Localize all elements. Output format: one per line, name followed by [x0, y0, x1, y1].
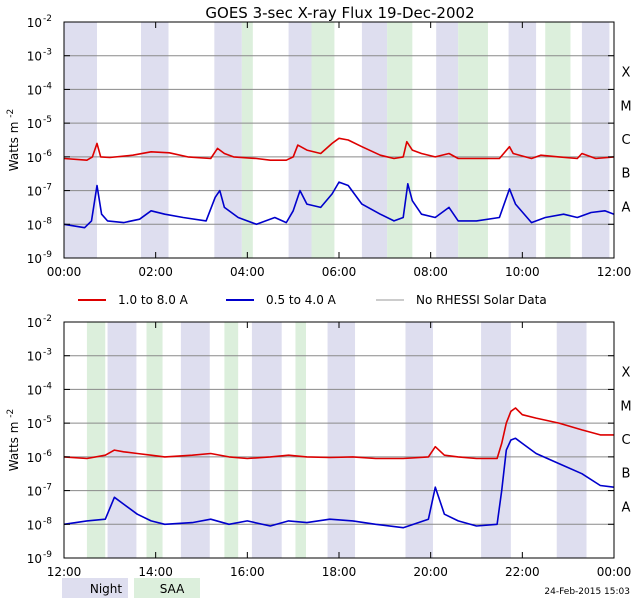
saa-band	[241, 22, 253, 258]
xtick-label: 14:00	[138, 565, 173, 579]
flare-class-label: C	[621, 133, 630, 148]
night-band	[288, 22, 312, 258]
xtick-label: 02:00	[138, 265, 173, 279]
ytick-label: 10	[27, 83, 42, 97]
saa-swatch	[134, 578, 200, 598]
yaxis-label: Watts m -2	[6, 409, 21, 471]
xtick-label: 10:00	[505, 265, 540, 279]
ytick-exponent: -9	[43, 550, 52, 560]
flare-class-label: B	[622, 467, 631, 482]
footer-date: 24-Feb-2015 15:03	[544, 587, 630, 597]
saa-band	[545, 22, 571, 258]
night-band	[107, 322, 137, 558]
ytick-label: 10	[27, 151, 42, 165]
flare-class-label: M	[620, 99, 631, 114]
top-panel: 10-910-810-710-610-510-410-310 -200:00 02:…	[6, 14, 632, 279]
ytick-exponent: -7	[43, 183, 52, 193]
saa-band	[311, 22, 335, 258]
night-label: Night	[90, 582, 123, 596]
flare-class-label: X	[622, 66, 631, 81]
ytick-label: 10	[27, 451, 42, 465]
ytick-label: 10	[27, 383, 42, 397]
legend-nodata-label: No RHESSI Solar Data	[416, 293, 547, 307]
night-band	[436, 22, 459, 258]
saa-band	[295, 322, 306, 558]
flare-class-label: M	[620, 399, 631, 414]
xtick-label: 00:00	[47, 265, 82, 279]
night-swatch	[62, 578, 128, 598]
ytick-exponent: -6	[43, 449, 52, 459]
series-line	[63, 181, 615, 229]
night-band	[214, 22, 242, 258]
ytick-label: 10	[27, 485, 42, 499]
ytick-label: 10	[27, 117, 42, 131]
legend-long-label: 1.0 to 8.0 A	[118, 293, 189, 307]
xtick-label: 16:00	[230, 565, 265, 579]
ytick-label: 10	[27, 518, 42, 532]
ytick-exponent: -4	[43, 81, 52, 91]
chart-title: GOES 3-sec X-ray Flux 19-Dec-2002	[205, 4, 474, 22]
night-band	[251, 322, 282, 558]
ytick-exponent: -4	[43, 381, 52, 391]
xtick-label: 22:00	[505, 565, 540, 579]
ytick-exponent: -8	[43, 516, 52, 526]
ytick-label: 10	[27, 185, 42, 199]
ytick-exponent: -2	[43, 14, 52, 24]
series-line	[63, 407, 614, 460]
night-band	[481, 322, 511, 558]
xtick-label: 12:00	[47, 565, 82, 579]
night-band	[327, 322, 356, 558]
flare-class-label: A	[622, 500, 631, 515]
ytick-label: 10	[27, 252, 42, 266]
night-band	[361, 22, 388, 258]
flare-class-label: A	[622, 200, 631, 215]
night-band	[581, 22, 610, 258]
xtick-label: 00:00	[597, 565, 632, 579]
saa-band	[86, 322, 106, 558]
xtick-label: 20:00	[413, 565, 448, 579]
ytick-exponent: -3	[43, 348, 52, 358]
night-saa-legend: Night SAA	[62, 578, 200, 598]
ytick-exponent: -6	[43, 149, 52, 159]
ytick-label: 10	[27, 218, 42, 232]
series-line	[63, 137, 615, 161]
night-band	[180, 322, 210, 558]
night-band	[556, 322, 587, 558]
ytick-exponent: -5	[43, 415, 52, 425]
flare-class-label: C	[621, 433, 630, 448]
saa-band	[458, 22, 488, 258]
xtick-label: 18:00	[322, 565, 357, 579]
xtick-label: 12:00	[597, 265, 632, 279]
bottom-panel: 10-910-810-710-610-510-410-310 -212:00 14:…	[6, 314, 632, 579]
ytick-label: 10	[27, 50, 42, 64]
night-band	[141, 22, 169, 258]
xtick-label: 06:00	[322, 265, 357, 279]
saa-band	[224, 322, 239, 558]
ytick-exponent: -2	[43, 314, 52, 324]
legend-short-label: 0.5 to 4.0 A	[266, 293, 337, 307]
ytick-exponent: -3	[43, 48, 52, 58]
ytick-label: 10	[27, 16, 42, 30]
ytick-exponent: -9	[43, 250, 52, 260]
saa-band	[146, 322, 163, 558]
flare-class-label: B	[622, 167, 631, 182]
flux-legend: 1.0 to 8.0 A 0.5 to 4.0 A No RHESSI Sola…	[78, 293, 547, 307]
ytick-exponent: -5	[43, 115, 52, 125]
ytick-label: 10	[27, 417, 42, 431]
ytick-exponent: -7	[43, 483, 52, 493]
yaxis-label: Watts m -2	[6, 109, 21, 171]
saa-label: SAA	[160, 582, 185, 596]
ytick-label: 10	[27, 316, 42, 330]
flare-class-label: X	[622, 366, 631, 381]
ytick-exponent: -8	[43, 216, 52, 226]
ytick-label: 10	[27, 350, 42, 364]
xtick-label: 08:00	[413, 265, 448, 279]
xtick-label: 04:00	[230, 265, 265, 279]
saa-band	[387, 22, 413, 258]
ytick-label: 10	[27, 552, 42, 566]
series-line	[63, 437, 615, 529]
night-band	[508, 22, 537, 258]
night-band	[64, 22, 97, 258]
